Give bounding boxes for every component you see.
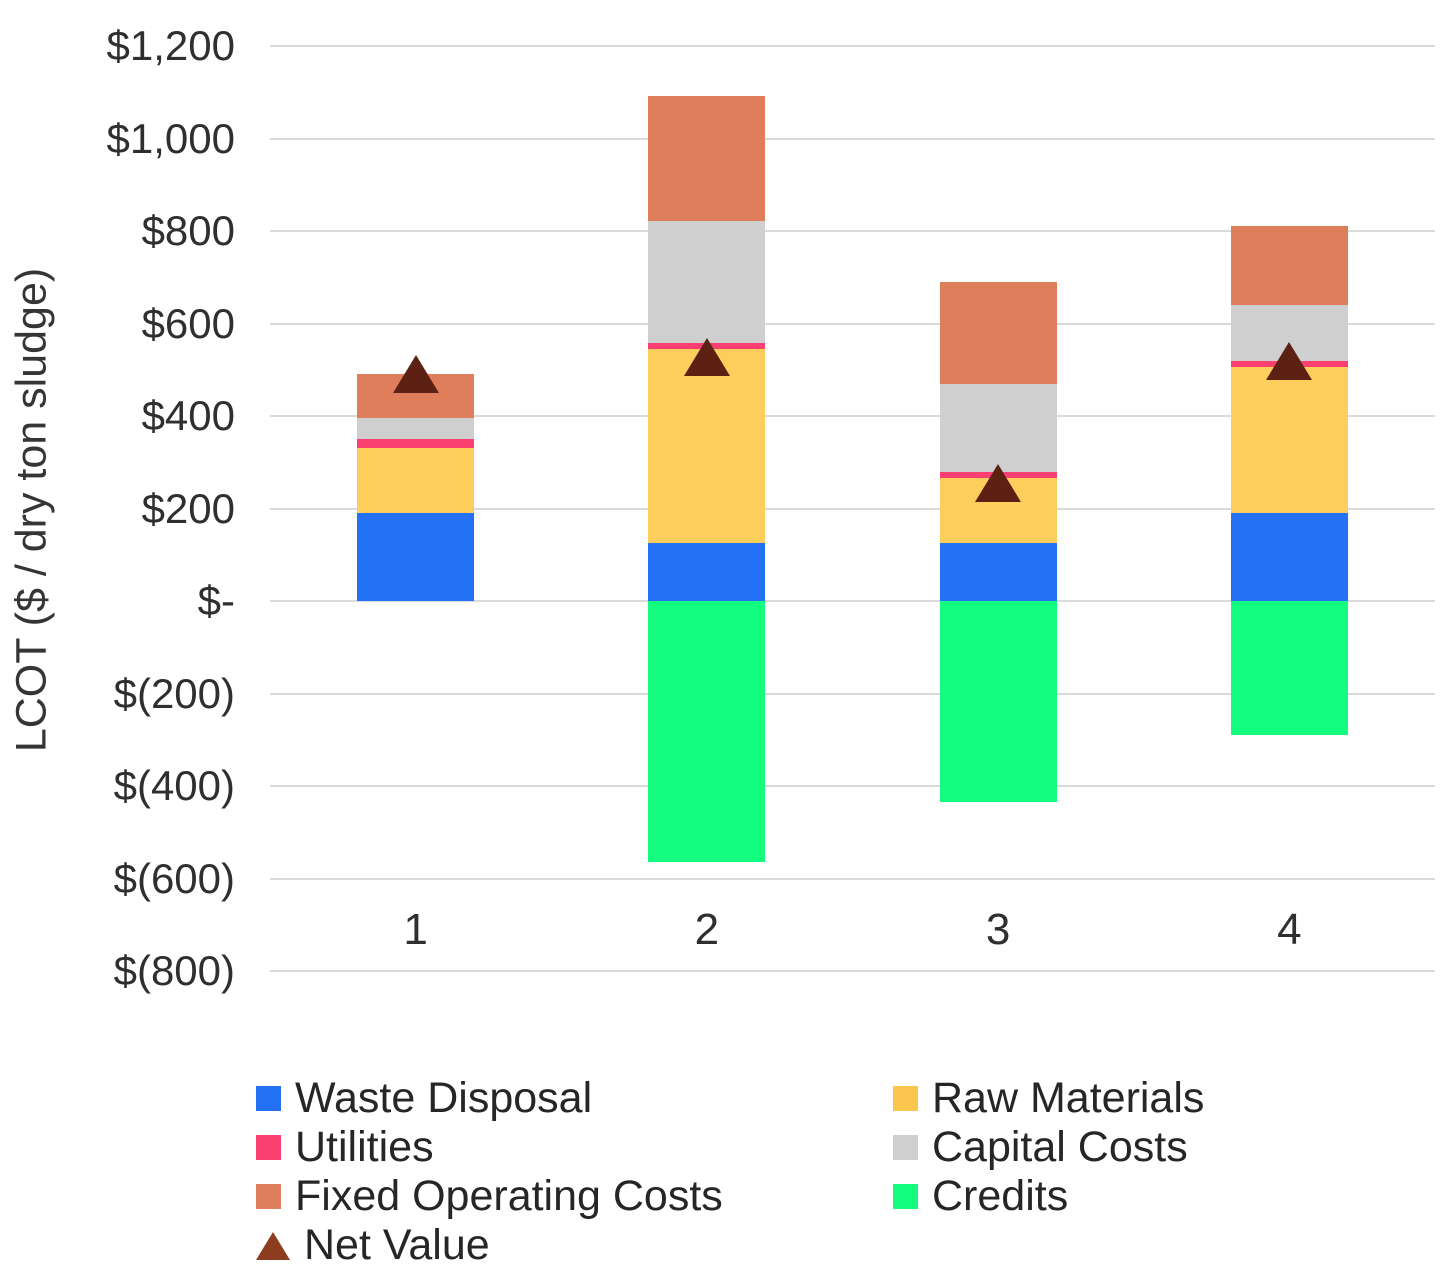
bar-segment-waste-disposal: [357, 513, 475, 601]
y-tick-label: $200: [141, 484, 235, 532]
net-value-marker: [683, 338, 730, 377]
bar-segment-capital-costs: [648, 220, 766, 344]
legend-swatch-icon: [256, 1184, 281, 1209]
legend-item-utilities: Utilities: [256, 1123, 893, 1172]
gridline: [270, 507, 1435, 510]
gridline: [270, 415, 1435, 417]
gridline: [270, 45, 1435, 47]
legend-swatch-icon: [256, 1086, 281, 1111]
net-value-marker: [1266, 341, 1313, 380]
legend-item-fixed-operating-costs: Fixed Operating Costs: [256, 1172, 893, 1221]
gridline: [270, 322, 1435, 325]
legend-item-capital-costs: Capital Costs: [893, 1123, 1204, 1172]
legend-label: Credits: [932, 1172, 1069, 1220]
legend: Waste Disposal Utilities Fixed Operating C…: [256, 1074, 1204, 1270]
bar-segment-raw-materials: [357, 448, 475, 514]
bar-segment-raw-materials: [1230, 367, 1348, 514]
gridline: [270, 970, 1435, 972]
bar-segment-credits: [1230, 601, 1348, 736]
bar-segment-raw-materials: [648, 348, 766, 544]
legend-column: Waste Disposal Utilities Fixed Operating C…: [256, 1074, 893, 1270]
legend-label: Raw Materials: [932, 1074, 1205, 1122]
x-tick-label: 2: [694, 905, 720, 954]
y-tick-label: $800: [141, 207, 235, 254]
legend-swatch-icon: [256, 1135, 281, 1160]
legend-item-credits: Credits: [893, 1172, 1204, 1221]
legend-label: Fixed Operating Costs: [295, 1172, 723, 1220]
legend-swatch-icon: [893, 1086, 918, 1111]
bar-segment-capital-costs: [939, 383, 1057, 472]
x-tick-label: 3: [985, 905, 1011, 954]
bar-segment-fixed-operating-costs: [939, 281, 1057, 384]
net-value-marker: [975, 464, 1022, 503]
y-tick-label: $(200): [113, 669, 235, 717]
legend-label: Net Value: [304, 1221, 490, 1269]
gridline: [270, 230, 1435, 232]
bar-segment-fixed-operating-costs: [1230, 226, 1348, 305]
legend-column: Raw Materials Capital Costs Credits: [893, 1074, 1204, 1270]
y-tick-label: $600: [141, 299, 235, 347]
legend-swatch-icon: [893, 1184, 918, 1209]
net-value-marker: [392, 355, 439, 394]
bar-segment-credits: [648, 601, 766, 863]
legend-label: Capital Costs: [932, 1123, 1188, 1171]
bar-segment-waste-disposal: [648, 543, 766, 601]
legend-label: Utilities: [295, 1123, 434, 1171]
y-tick-label: $1,000: [106, 114, 235, 162]
gridline: [270, 785, 1435, 787]
legend-item-waste-disposal: Waste Disposal: [256, 1074, 893, 1123]
y-tick-label: $(800): [113, 947, 235, 994]
bar-segment-waste-disposal: [939, 543, 1057, 601]
y-tick-label: $-: [197, 577, 235, 624]
bar-segment-capital-costs: [357, 418, 475, 440]
x-tick-label: 4: [1277, 905, 1302, 954]
y-tick-label: $(400): [113, 762, 235, 809]
y-tick-label: $(600): [113, 854, 235, 902]
legend-item-net-value: Net Value: [256, 1221, 893, 1270]
x-tick-label: 1: [403, 905, 428, 954]
bar-segment-waste-disposal: [1230, 513, 1348, 601]
gridline: [270, 877, 1435, 880]
legend-swatch-icon: [893, 1135, 918, 1160]
gridline: [270, 600, 1435, 602]
bar-segment-fixed-operating-costs: [648, 95, 766, 221]
legend-label: Waste Disposal: [295, 1074, 593, 1122]
bar-segment-credits: [939, 601, 1057, 803]
y-tick-label: $1,200: [106, 22, 235, 69]
legend-item-raw-materials: Raw Materials: [893, 1074, 1204, 1123]
y-tick-label: $400: [141, 392, 235, 439]
triangle-marker-icon: [256, 1231, 290, 1260]
bar-segment-utilities: [357, 439, 475, 449]
gridline: [270, 692, 1435, 695]
gridline: [270, 137, 1435, 140]
